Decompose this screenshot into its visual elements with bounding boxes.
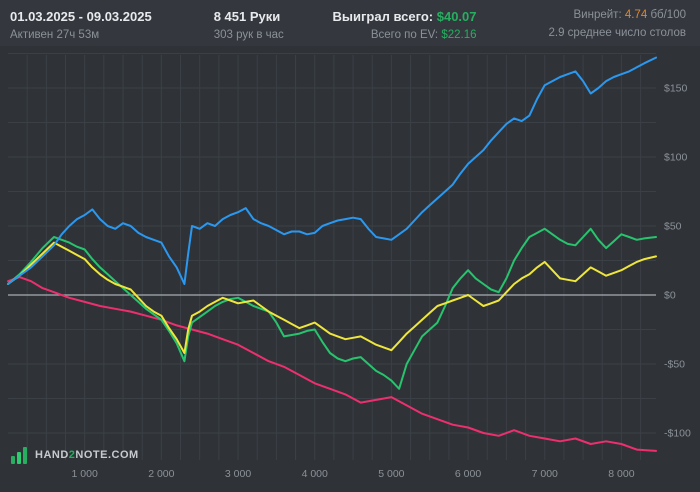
winrate-value: 4.74	[624, 9, 648, 21]
x-tick-label: 3 000	[225, 468, 251, 480]
x-tick-label: 8 000	[608, 468, 634, 480]
hand2note-logo: HAND2NOTE.COM	[10, 446, 139, 464]
winrate-row: Винрейт: 4.74 бб/100	[549, 7, 686, 25]
x-tick-label: 2 000	[148, 468, 174, 480]
y-tick-label: -$50	[664, 359, 685, 371]
series-blue-line-winnings	[7, 56, 657, 285]
hands-count: 8 451 Руки	[213, 9, 281, 24]
active-time: Активен 27ч 53м	[10, 29, 100, 42]
y-tick-label: $150	[664, 83, 688, 95]
x-tick-label: 7 000	[532, 468, 558, 480]
logo-2: 2	[68, 449, 76, 461]
winrate-unit: бб/100	[650, 9, 686, 21]
ev-label: Всего по EV:	[370, 29, 439, 42]
y-tick-label: $0	[664, 290, 676, 302]
winnings-block: Выиграл всего: $40.07 Всего по EV: $22.1…	[333, 7, 477, 45]
date-block: 01.03.2025 - 09.03.2025 Активен 27ч 53м	[10, 7, 152, 45]
x-tick-label: 6 000	[455, 468, 481, 480]
bar-chart-logo-icon	[11, 447, 27, 464]
x-tick-label: 4 000	[302, 468, 328, 480]
won-value: $40.07	[436, 9, 477, 24]
y-tick-label: $50	[664, 221, 682, 233]
won-total-row: Выиграл всего: $40.07	[333, 7, 477, 27]
won-label: Выиграл всего:	[332, 9, 434, 24]
series-red-line	[7, 276, 657, 452]
series-yellow-line	[7, 241, 657, 354]
winrate-block: Винрейт: 4.74 бб/100 2.9 среднее число с…	[549, 7, 687, 43]
logo-text: HAND2NOTE.COM	[35, 449, 139, 461]
logo-hand: HAND	[35, 449, 69, 461]
hands-per-hour: 303 рук в час	[213, 29, 284, 42]
x-tick-label: 1 000	[72, 468, 98, 480]
hands-block: 8 451 Руки 303 рук в час	[214, 7, 284, 45]
series-green-line-ev	[7, 227, 657, 390]
logo-note: NOTE.COM	[75, 449, 139, 461]
ev-value: $22.16	[441, 29, 477, 42]
x-tick-label: 5 000	[378, 468, 404, 480]
ev-total-row: Всего по EV: $22.16	[333, 27, 477, 45]
y-tick-label: $100	[664, 152, 688, 164]
y-tick-label: -$100	[664, 428, 691, 440]
winrate-label: Винрейт:	[573, 9, 622, 21]
avg-tables: 2.9 среднее число столов	[548, 26, 687, 39]
header: 01.03.2025 - 09.03.2025 Активен 27ч 53м …	[0, 0, 700, 46]
date-range: 01.03.2025 - 09.03.2025	[10, 9, 152, 24]
